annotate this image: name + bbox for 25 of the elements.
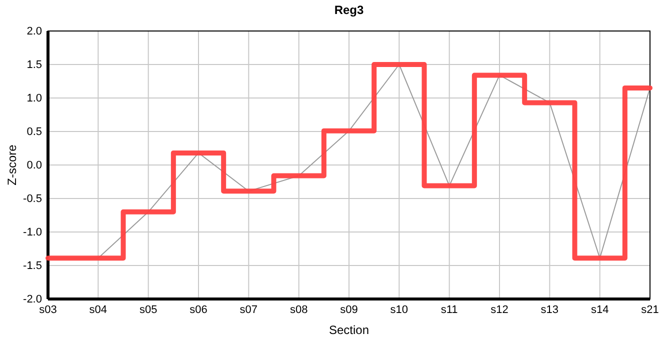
y-tick-label: -0.5 [23,193,42,206]
x-tick-label: s04 [89,304,108,316]
x-tick-label: s05 [139,304,158,316]
y-axis-title: Z-score [5,144,19,186]
x-tick-label: s13 [540,304,559,316]
x-tick-label: s12 [490,304,508,316]
x-tick-label: s03 [39,304,57,316]
y-tick-label: 0.0 [26,160,42,172]
y-tick-label: -2.0 [23,294,42,306]
x-tick-label: s11 [440,304,458,316]
x-tick-label: s21 [641,304,659,316]
y-tick-label: 1.5 [26,59,42,72]
x-tick-label: s06 [190,304,208,316]
x-tick-label: s07 [240,304,258,316]
x-tick-label: s08 [290,304,308,316]
x-axis-title: Section [328,323,370,337]
y-tick-label: 0.5 [26,126,42,138]
y-tick-label: 1.0 [26,92,42,105]
y-tick-label: -1.5 [23,260,42,272]
x-tick-label: s14 [590,304,609,316]
y-tick-label: -1.0 [23,226,42,239]
y-tick-label: 2.0 [26,26,42,38]
x-tick-label: s09 [340,304,358,316]
x-tick-label: s10 [390,304,408,316]
chart-title: Reg3 [334,3,364,17]
